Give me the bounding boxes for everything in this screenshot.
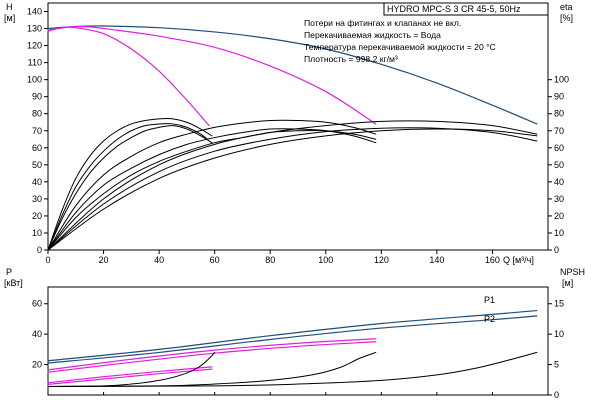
y-right-top-tick-label: 40 — [554, 177, 564, 187]
y-left-top-tick-label: 80 — [32, 109, 42, 119]
series-power_reduced-4-line — [47, 366, 213, 384]
y-right-top-tick-label: 100 — [554, 75, 569, 85]
x-tick-label: 80 — [265, 255, 275, 265]
y-left-top-tick-label: 70 — [32, 126, 42, 136]
series-efficiency-4-line — [47, 118, 213, 251]
y-right-top-tick-label: 30 — [554, 194, 564, 204]
y-left-label-top-unit: [м] — [4, 13, 15, 23]
note-temperature: Температура перекачиваемой жидкости = 20… — [304, 42, 496, 52]
note-liquid: Перекачиваемая жидкость = Вода — [304, 30, 441, 40]
series-npsh-8-line — [47, 351, 538, 387]
x-tick-label: 160 — [485, 255, 500, 265]
y-left-top-tick-label: 100 — [27, 75, 42, 85]
bottom-axes: 20 40 60 0 5 10 15 — [32, 299, 564, 400]
series-p2-line — [47, 315, 538, 364]
y-right-top-tick-label: 60 — [554, 143, 564, 153]
y-right-top-tick-label: 0 — [554, 245, 559, 255]
y-left-top-tick-label: 10 — [32, 228, 42, 238]
head-efficiency-panel: 0 10 20 30 40 50 60 70 80 90 100 110 120 130 140 0 10 20 3… — [4, 2, 573, 265]
y-right-top-tick-label: 70 — [554, 126, 564, 136]
x-tick-label: 40 — [154, 255, 164, 265]
top-plot-frame — [47, 2, 549, 251]
y-right-label-bottom-unit: [м] — [562, 278, 573, 288]
series-power_reduced-2-line — [47, 338, 377, 371]
y-left-bottom-tick-label: 60 — [32, 299, 42, 309]
y-right-top-tick-label: 10 — [554, 228, 564, 238]
y-right-label-top-symbol: eta — [560, 2, 573, 12]
bottom-series-group — [47, 309, 538, 387]
series-power_reduced-5-line — [47, 368, 213, 385]
y-left-top-tick-label: 60 — [32, 143, 42, 153]
series-head_reduced-2-line — [47, 26, 210, 127]
x-tick-label: 120 — [374, 255, 389, 265]
series-head_max-0-line — [47, 25, 538, 125]
x-tick-label: 100 — [318, 255, 333, 265]
x-tick-label: 60 — [210, 255, 220, 265]
y-left-top-tick-label: 140 — [27, 7, 42, 17]
x-tick-label: 20 — [99, 255, 109, 265]
note-density: Плотность = 998.2 кг/м³ — [304, 54, 398, 64]
chart-title-box — [383, 2, 549, 16]
y-left-top-tick-label: 50 — [32, 160, 42, 170]
y-left-top-tick-label: 0 — [37, 245, 42, 255]
series-efficiency-3-line — [47, 123, 210, 251]
y-right-top-tick-label: 90 — [554, 92, 564, 102]
series-efficiency-10-line — [47, 120, 538, 251]
bottom-plot-frame — [47, 286, 549, 396]
y-right-bottom-tick-label: 15 — [554, 299, 564, 309]
series-efficiency-5-line — [47, 125, 213, 251]
top-axes: 0 10 20 30 40 50 60 70 80 90 100 110 120 130 140 0 10 20 3… — [27, 7, 569, 265]
y-right-top-tick-label: 50 — [554, 160, 564, 170]
y-left-top-tick-label: 20 — [32, 211, 42, 221]
legend-p2: P2 — [484, 314, 495, 324]
series-p1-line — [47, 309, 538, 362]
y-right-top-tick-label: 80 — [554, 109, 564, 119]
series-efficiency-11-line — [47, 128, 538, 251]
y-left-label-bottom-unit: [кВт] — [4, 278, 23, 288]
y-left-top-tick-label: 40 — [32, 177, 42, 187]
y-left-bottom-tick-label: 40 — [32, 329, 42, 339]
x-tick-label: 140 — [429, 255, 444, 265]
info-notes: Потери на фитингах и клапанах не вкл. Пе… — [304, 18, 496, 64]
y-right-label-top-unit: [%] — [560, 13, 573, 23]
note-losses: Потери на фитингах и клапанах не вкл. — [304, 18, 461, 28]
legend-p1: P1 — [484, 295, 495, 305]
y-left-top-tick-label: 130 — [27, 24, 42, 34]
y-left-label-top-symbol: H — [6, 2, 13, 12]
y-right-top-tick-label: 20 — [554, 211, 564, 221]
y-left-top-tick-label: 30 — [32, 194, 42, 204]
y-left-top-tick-label: 90 — [32, 92, 42, 102]
y-right-bottom-tick-label: 10 — [554, 329, 564, 339]
series-head_reduced-1-line — [47, 25, 377, 125]
y-left-top-tick-label: 120 — [27, 41, 42, 51]
y-right-bottom-tick-label: 5 — [554, 360, 559, 370]
x-axis-label: Q [м³/ч] — [503, 255, 534, 265]
y-right-bottom-tick-label: 0 — [554, 390, 559, 400]
power-npsh-panel: 20 40 60 0 5 10 15 P1 P2 P [кВт] NPSH [м] — [4, 267, 585, 400]
series-efficiency-7-line — [47, 119, 377, 251]
y-left-label-bottom-symbol: P — [6, 267, 12, 277]
y-right-label-bottom-symbol: NPSH — [560, 267, 585, 277]
series-efficiency-8-line — [47, 129, 377, 251]
y-left-bottom-tick-label: 20 — [32, 360, 42, 370]
chart-title: HYDRO MPC-S 3 CR 45-5, 50Hz — [387, 4, 521, 14]
x-tick-label: 0 — [45, 255, 50, 265]
top-series-group — [47, 25, 538, 251]
y-left-top-tick-label: 110 — [28, 58, 42, 68]
